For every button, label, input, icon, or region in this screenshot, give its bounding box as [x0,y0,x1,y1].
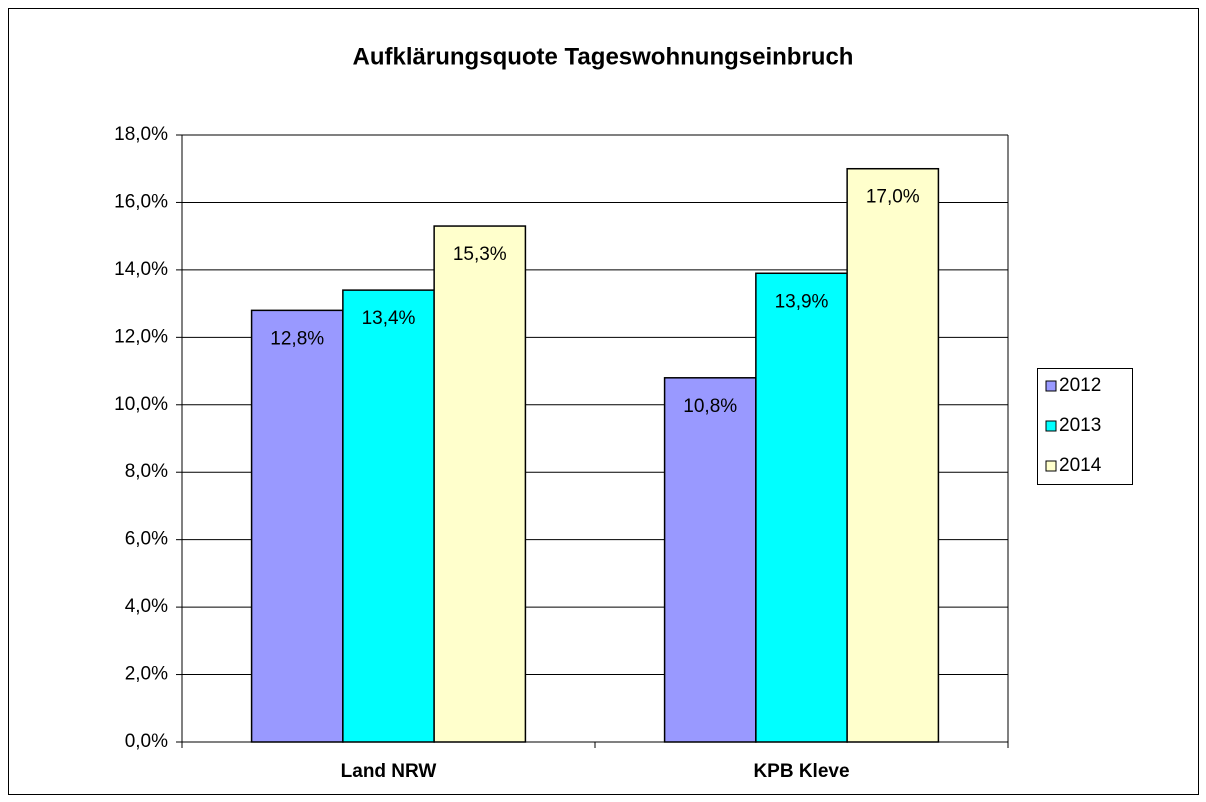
bar [250,309,344,743]
legend-swatch [1045,380,1057,392]
y-tick-label: 4,0% [125,596,168,617]
bar [342,289,435,743]
x-tick-label: KPB Kleve [753,761,849,782]
legend-label: 2013 [1059,415,1101,436]
bar [663,377,757,743]
y-tick-label: 8,0% [125,461,168,482]
x-tick-label: Land NRW [341,761,437,782]
bar [755,272,848,743]
y-tick-label: 10,0% [114,394,168,415]
y-tick-label: 14,0% [114,259,168,280]
y-tick-label: 18,0% [114,124,168,145]
chart-frame [8,8,1199,795]
chart-title: Aufklärungsquote Tageswohnungseinbruch [353,43,854,70]
y-tick-label: 0,0% [125,731,168,752]
y-tick-label: 16,0% [114,191,168,212]
legend-label: 2012 [1059,375,1101,396]
data-label: 17,0% [866,187,920,208]
y-tick-label: 6,0% [125,529,168,550]
data-label: 15,3% [453,244,507,265]
data-label: 13,4% [362,308,416,329]
data-label: 12,8% [270,328,324,349]
legend-label: 2014 [1059,455,1102,476]
legend-swatch [1045,460,1057,472]
data-label: 10,8% [683,396,737,417]
y-tick-label: 12,0% [114,326,168,347]
bar [846,167,940,743]
data-label: 13,9% [775,291,829,312]
y-tick-label: 2,0% [125,664,168,685]
legend-swatch [1045,420,1057,432]
bar [433,225,527,743]
